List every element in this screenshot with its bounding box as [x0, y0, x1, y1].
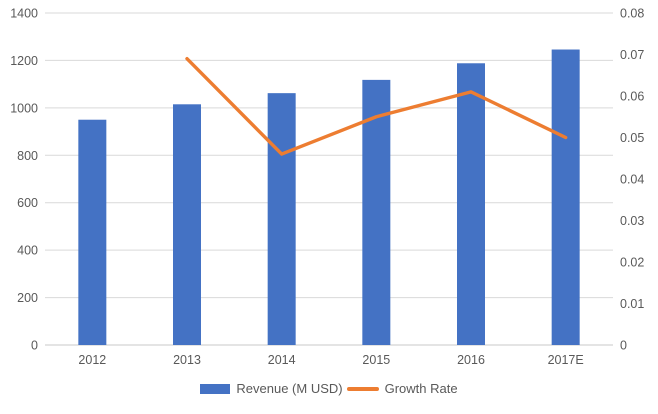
y-axis-left-tick-label: 1200: [10, 54, 38, 68]
revenue-bar: [457, 63, 485, 345]
revenue-bar: [362, 79, 391, 346]
y-axis-right-tick-label: 0: [620, 339, 627, 353]
y-axis-right-tick-label: 0.06: [620, 90, 644, 104]
growth-line-swatch-icon: [346, 386, 379, 391]
revenue-bar: [267, 93, 296, 345]
chart-legend: Revenue (M USD) Growth Rate: [0, 381, 658, 396]
revenue-bar: [173, 104, 201, 345]
revenue-bar: [551, 49, 580, 346]
x-axis-label: 2012: [78, 353, 106, 367]
y-axis-left-tick-label: 600: [17, 196, 38, 210]
x-axis-label: 2013: [173, 353, 201, 367]
y-axis-right-tick-label: 0.05: [620, 131, 644, 145]
legend-item-revenue: Revenue (M USD): [200, 381, 343, 396]
y-axis-right-tick-label: 0.02: [620, 256, 644, 270]
y-axis-right-tick-label: 0.08: [620, 7, 644, 21]
revenue-bar-swatch-icon: [200, 383, 231, 394]
y-axis-left-tick-label: 800: [17, 149, 38, 163]
y-axis-right-tick-label: 0.01: [620, 297, 644, 311]
x-axis-label: 2017E: [548, 353, 584, 367]
legend-label-growth: Growth Rate: [384, 381, 458, 396]
legend-label-revenue: Revenue (M USD): [236, 381, 343, 396]
x-axis-label: 2016: [457, 353, 485, 367]
y-axis-left-tick-label: 1000: [10, 101, 38, 115]
y-axis-left-tick-label: 400: [17, 244, 38, 258]
y-axis-right-tick-label: 0.03: [620, 214, 644, 228]
y-axis-right-tick-label: 0.07: [620, 48, 644, 62]
y-axis-left-tick-label: 1400: [10, 7, 38, 21]
y-axis-left-tick-label: 0: [31, 339, 38, 353]
revenue-bar: [78, 119, 107, 345]
x-axis-label: 2015: [362, 353, 390, 367]
x-axis-label: 2014: [268, 353, 296, 367]
y-axis-left-tick-label: 200: [17, 291, 38, 305]
growth-rate-line: [185, 56, 568, 156]
y-axis-right-tick-label: 0.04: [620, 173, 644, 187]
legend-item-growth: Growth Rate: [346, 381, 458, 396]
